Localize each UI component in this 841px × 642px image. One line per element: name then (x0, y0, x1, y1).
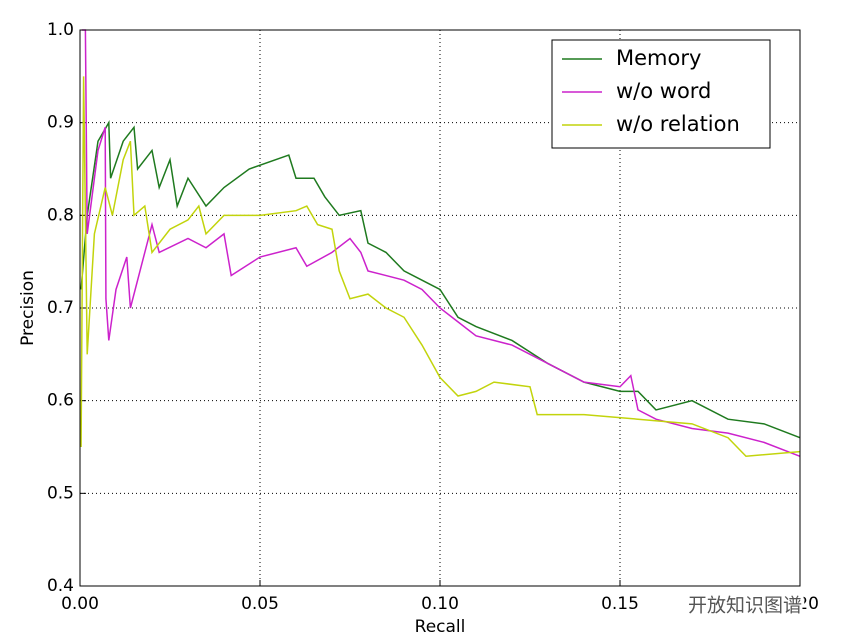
y-tick-label: 0.9 (47, 113, 74, 133)
x-tick-label: 0.05 (241, 594, 279, 614)
line-series (81, 29, 801, 457)
y-tick-label: 0.5 (47, 483, 74, 503)
line-series (80, 120, 801, 439)
x-tick-label: 0.00 (61, 594, 99, 614)
watermark: 开放知识图谱 (688, 595, 802, 617)
x-axis-label: Recall (415, 617, 466, 637)
line-series (80, 76, 801, 458)
y-tick-label: 0.7 (47, 298, 74, 318)
x-tick-label: 0.15 (601, 594, 639, 614)
legend-label: w/o word (616, 79, 711, 103)
legend-label: Memory (616, 46, 701, 70)
x-tick-label: 0.20 (781, 594, 819, 614)
y-tick-label: 0.6 (47, 391, 74, 411)
plot-frame (79, 29, 801, 587)
x-tick-label: 0.10 (421, 594, 459, 614)
y-tick-label: 1.0 (47, 20, 74, 40)
legend-label: w/o relation (616, 112, 740, 136)
y-tick-label: 0.8 (47, 205, 74, 225)
legend-box (551, 39, 771, 149)
y-tick-label: 0.4 (47, 576, 74, 596)
y-axis-label: Precision (18, 270, 38, 346)
